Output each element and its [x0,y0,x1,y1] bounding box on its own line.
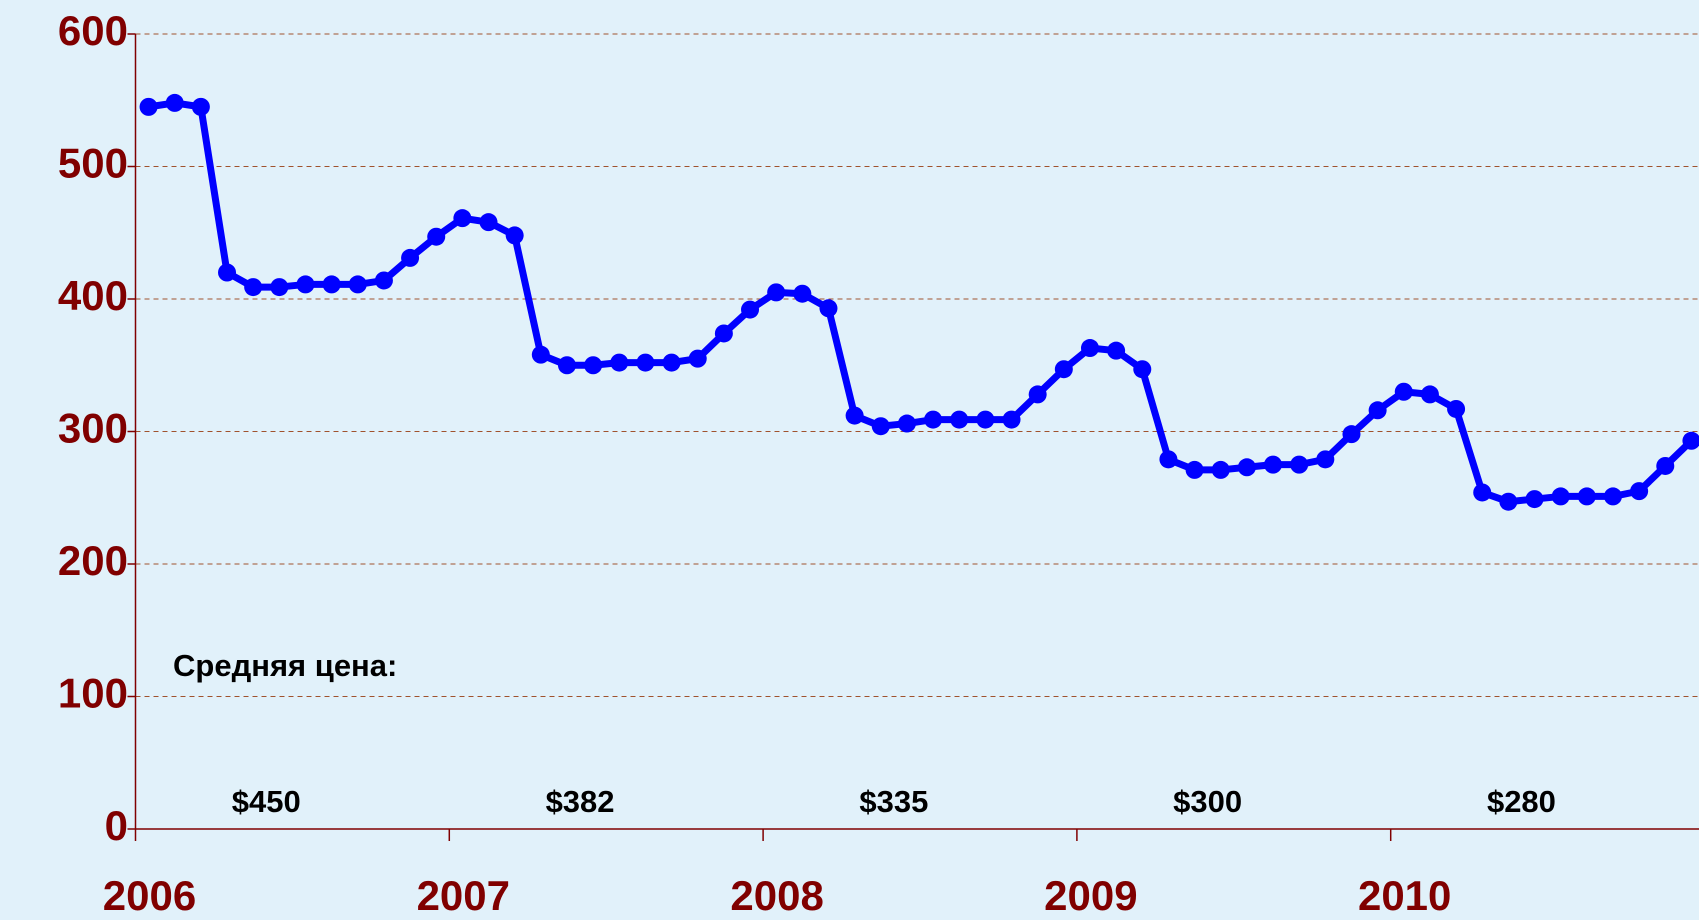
y-tick-label: 300 [58,405,128,452]
x-tick-label: 2010 [1358,872,1451,919]
marker [296,275,315,294]
marker [584,356,603,375]
marker [557,356,576,375]
y-tick-label: 500 [58,140,128,187]
marker [1133,360,1152,379]
marker [1420,385,1439,404]
marker [1656,456,1675,475]
marker [767,283,786,302]
x-tick-label: 2008 [730,872,823,919]
marker [1028,385,1047,404]
marker [1473,483,1492,502]
marker [610,353,629,372]
marker [871,417,890,436]
marker [793,284,812,303]
marker [976,410,995,429]
marker [662,353,681,372]
marker [531,345,550,364]
marker [427,227,446,246]
marker [714,324,733,343]
marker [1080,339,1099,358]
marker [1551,487,1570,506]
annotation: $300 [1173,784,1242,819]
marker [270,278,289,297]
marker [1630,482,1649,501]
marker [244,278,263,297]
marker [1603,487,1622,506]
marker [1054,360,1073,379]
marker [1368,401,1387,420]
marker [348,275,367,294]
marker [1211,460,1230,479]
marker [1342,425,1361,444]
y-tick-label: 100 [58,670,128,717]
marker [401,248,420,267]
marker [505,226,524,245]
y-tick-label: 0 [105,802,128,849]
marker [1682,431,1699,450]
marker [636,353,655,372]
annotation: $280 [1487,784,1556,819]
y-tick-label: 400 [58,272,128,319]
marker [191,97,210,116]
annotation: Средняя цена: [173,648,397,683]
marker [1002,410,1021,429]
x-tick-label: 2009 [1044,872,1137,919]
x-tick-label: 2006 [103,872,196,919]
marker [1316,450,1335,469]
marker [1577,487,1596,506]
annotation: $450 [232,784,301,819]
marker [1185,460,1204,479]
line [148,99,1694,506]
annotation: $382 [546,784,615,819]
marker [1525,490,1544,509]
marker [374,271,393,290]
marker [688,349,707,368]
marker [819,299,838,318]
marker [924,410,943,429]
marker [845,406,864,425]
marker [322,275,341,294]
marker [1499,492,1518,511]
marker [741,300,760,319]
marker [897,414,916,433]
marker [950,410,969,429]
x-tick-label: 2007 [417,872,510,919]
marker [479,213,498,232]
marker [165,93,184,112]
marker [1290,455,1309,474]
marker [1447,399,1466,418]
marker [1394,382,1413,401]
marker [453,209,472,228]
y-tick-label: 600 [58,7,128,54]
marker [1237,458,1256,477]
y-tick-label: 200 [58,537,128,584]
marker [218,263,237,282]
marker [1159,450,1178,469]
marker [1107,341,1126,360]
marker [1264,455,1283,474]
marker [139,97,158,116]
annotation: $335 [859,784,928,819]
